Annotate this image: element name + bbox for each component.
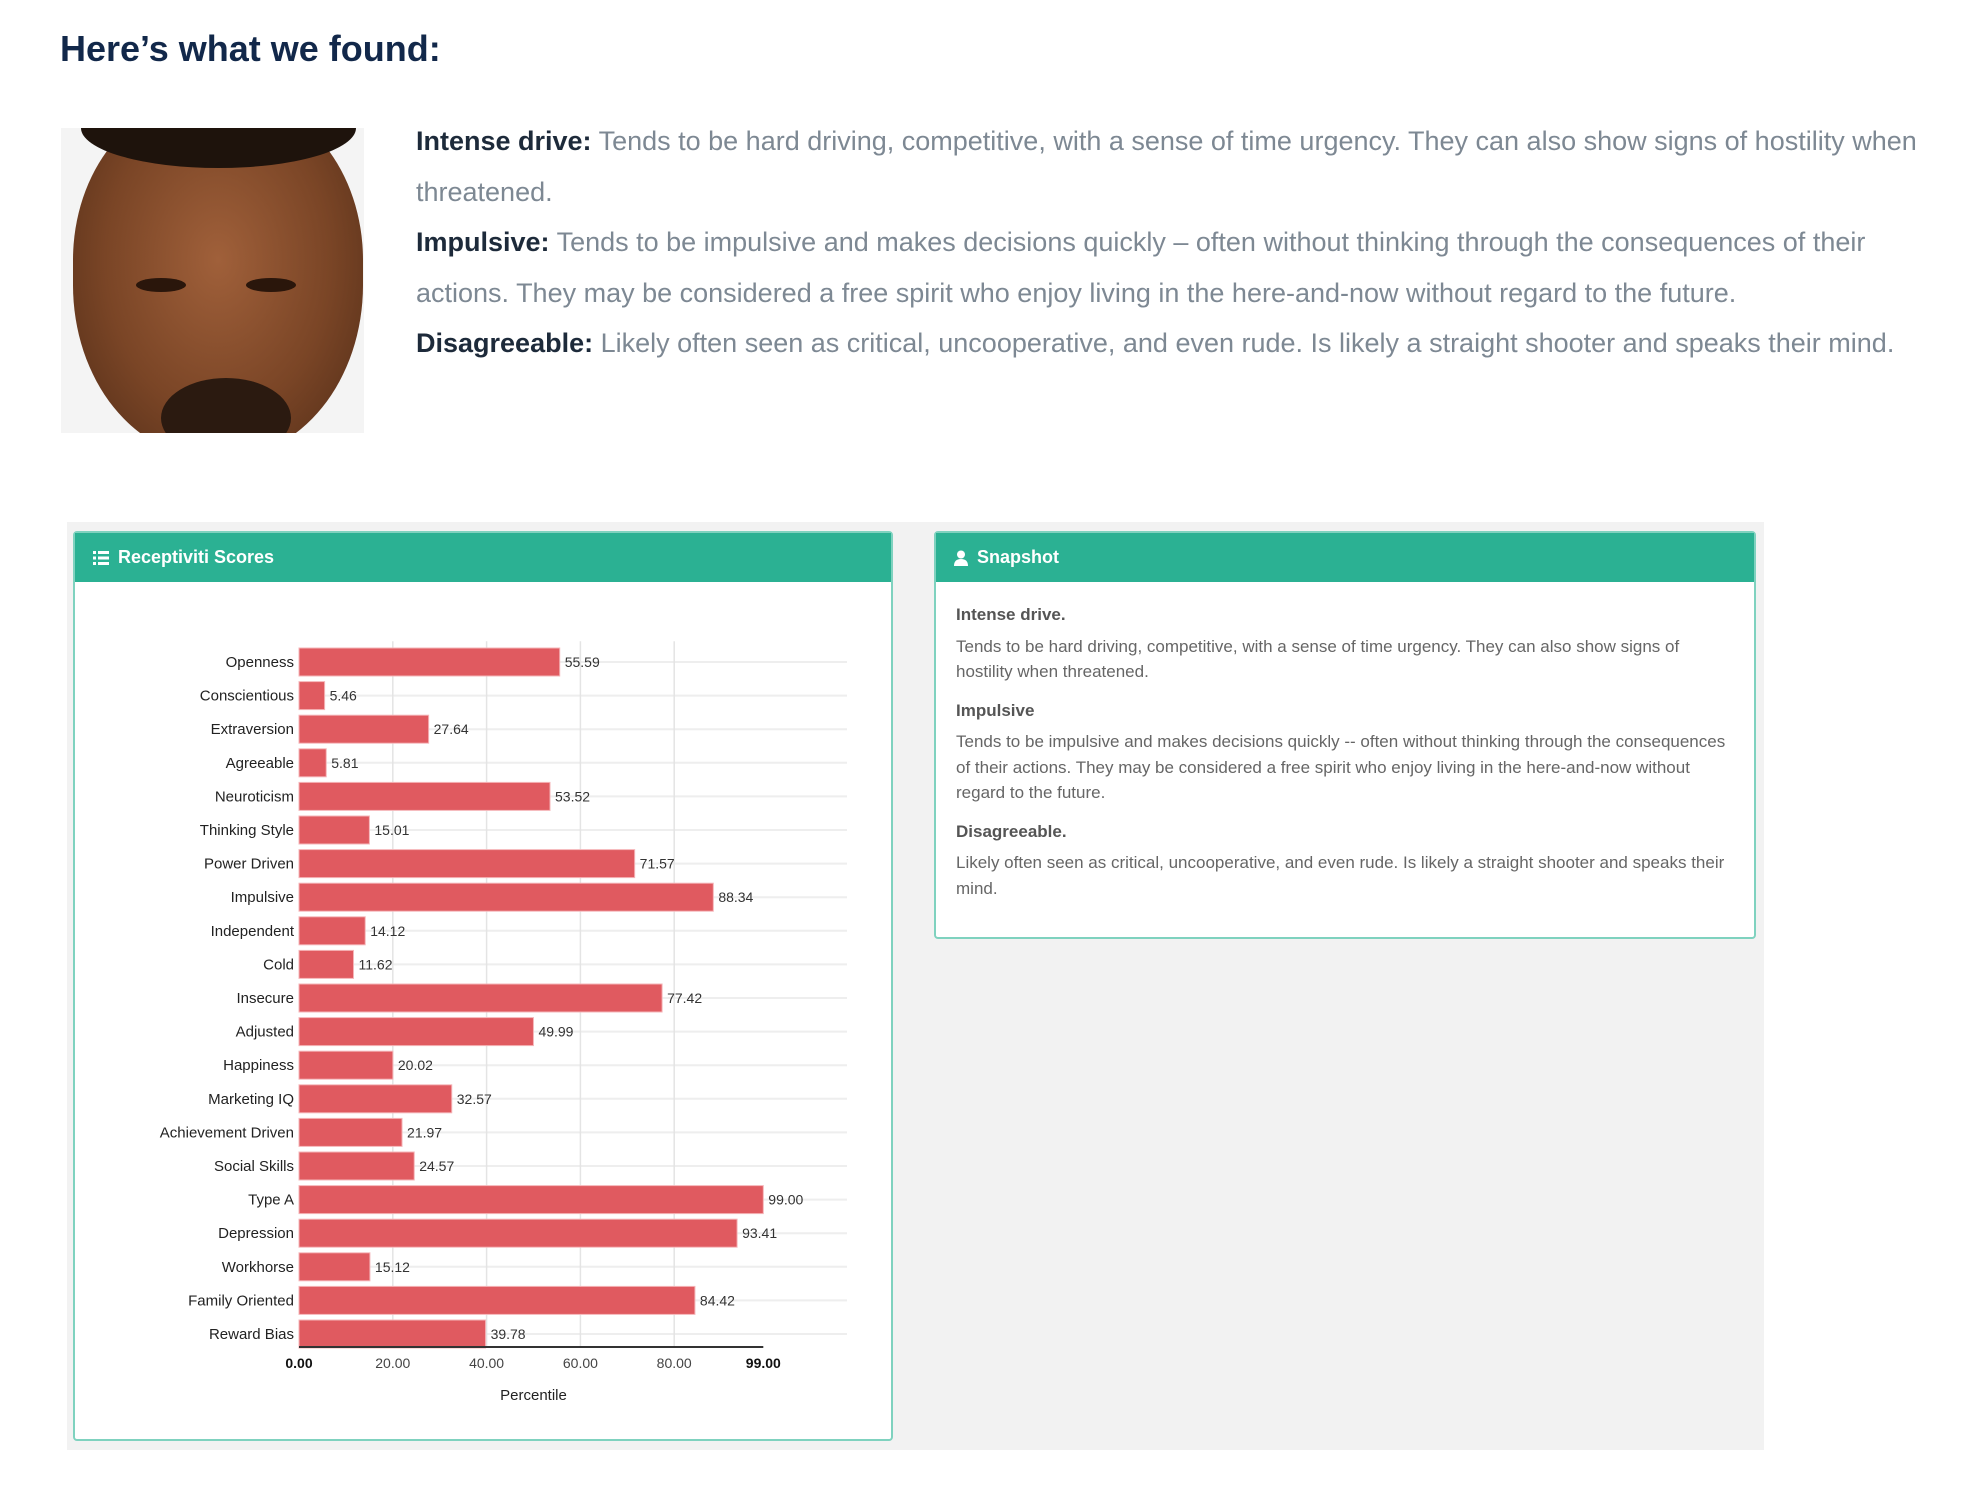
category-label: Cold: [263, 956, 294, 973]
category-label: Marketing IQ: [208, 1091, 294, 1108]
value-label: 88.34: [718, 889, 753, 905]
bar: [298, 681, 326, 711]
bar: [298, 1117, 403, 1147]
x-tick-label: 60.00: [563, 1355, 598, 1371]
finding-disagreeable: Disagreeable: Likely often seen as criti…: [416, 318, 1956, 369]
finding-text: Tends to be hard driving, competitive, w…: [416, 126, 1917, 207]
category-label: Workhorse: [222, 1259, 294, 1276]
bar: [298, 949, 354, 979]
category-label: Thinking Style: [200, 822, 294, 839]
finding-title: Intense drive:: [416, 126, 592, 156]
category-label: Power Driven: [204, 856, 294, 873]
value-label: 20.02: [398, 1057, 433, 1073]
value-label: 14.12: [370, 923, 405, 939]
bar: [298, 983, 663, 1013]
snapshot-item-title: Disagreeable.: [956, 821, 1067, 841]
value-label: 99.00: [768, 1192, 803, 1208]
bar: [298, 714, 430, 744]
snapshot-item-title: Impulsive: [956, 700, 1035, 720]
value-label: 32.57: [457, 1091, 492, 1107]
value-label: 77.42: [667, 990, 702, 1006]
x-axis-label: Percentile: [500, 1387, 567, 1404]
bar: [298, 1252, 371, 1282]
bar: [298, 647, 561, 677]
panel-header: Snapshot: [936, 533, 1754, 582]
category-label: Conscientious: [200, 688, 294, 705]
snapshot-item-text: Tends to be hard driving, competitive, w…: [956, 636, 1680, 682]
value-label: 15.12: [375, 1259, 410, 1275]
snapshot-content: Intense drive. Tends to be hard driving,…: [936, 582, 1754, 901]
value-label: 39.78: [491, 1326, 526, 1342]
x-tick-label: 20.00: [375, 1355, 410, 1371]
finding-title: Impulsive:: [416, 227, 550, 258]
bar: [298, 916, 366, 946]
bar: [298, 781, 551, 811]
bar: [298, 849, 636, 879]
category-label: Independent: [211, 923, 295, 940]
value-label: 71.57: [640, 856, 675, 872]
bar: [298, 1050, 394, 1080]
finding-text: Likely often seen as critical, uncoopera…: [600, 328, 1895, 359]
bar: [298, 748, 327, 778]
user-icon: [954, 550, 968, 566]
snapshot-item-text: Likely often seen as critical, uncoopera…: [956, 853, 1725, 898]
x-tick-label: 80.00: [657, 1355, 692, 1371]
panel-header: Receptiviti Scores: [75, 533, 891, 582]
panel-title: Receptiviti Scores: [118, 547, 275, 567]
finding-title: Disagreeable:: [416, 328, 594, 359]
finding-text: Tends to be impulsive and makes decision…: [416, 227, 1866, 308]
page-heading: Here’s what we found:: [60, 28, 441, 69]
category-label: Neuroticism: [215, 788, 294, 805]
category-label: Happiness: [223, 1057, 294, 1074]
value-label: 5.46: [330, 688, 357, 704]
bar: [298, 1285, 696, 1315]
value-label: 24.57: [419, 1158, 454, 1174]
category-label: Social Skills: [214, 1158, 294, 1175]
profile-photo: [61, 128, 364, 433]
snapshot-item-text: Tends to be impulsive and makes decision…: [956, 732, 1726, 802]
category-label: Depression: [218, 1225, 294, 1242]
bar: [298, 1151, 415, 1181]
bar: [298, 1084, 453, 1114]
value-label: 21.97: [407, 1124, 442, 1140]
category-label: Type A: [248, 1192, 294, 1209]
finding-impulsive: Impulsive: Tends to be impulsive and mak…: [416, 217, 1956, 318]
x-tick-label: 40.00: [469, 1355, 504, 1371]
value-label: 11.62: [358, 956, 392, 972]
category-label: Reward Bias: [209, 1326, 294, 1343]
bar: [298, 1218, 738, 1248]
snapshot-item-title: Intense drive.: [956, 605, 1066, 624]
value-label: 55.59: [565, 654, 600, 670]
x-tick-label: 99.00: [746, 1355, 781, 1371]
category-label: Achievement Driven: [160, 1124, 294, 1141]
scores-bar-chart: 0.00 20.00 40.00 60.00 80.00 99.00 Openness 55.…: [160, 641, 847, 1404]
panel-title: Snapshot: [977, 547, 1060, 567]
category-label: Openness: [226, 654, 294, 671]
bar: [298, 815, 370, 845]
value-label: 53.52: [555, 788, 590, 804]
findings-description: Intense drive: Tends to be hard driving,…: [416, 116, 1956, 369]
bar: [298, 1185, 764, 1215]
category-label: Adjusted: [236, 1024, 294, 1041]
value-label: 93.41: [742, 1225, 777, 1241]
category-label: Extraversion: [211, 721, 294, 738]
category-label: Impulsive: [231, 889, 294, 906]
bar: [298, 1017, 534, 1047]
bar: [298, 882, 714, 912]
value-label: 84.42: [700, 1292, 735, 1308]
finding-intense-drive: Intense drive: Tends to be hard driving,…: [416, 116, 1956, 217]
category-label: Insecure: [236, 990, 294, 1007]
bar: [298, 1319, 487, 1349]
value-label: 15.01: [374, 822, 409, 838]
value-label: 27.64: [434, 721, 469, 737]
category-label: Family Oriented: [188, 1292, 294, 1309]
category-label: Agreeable: [226, 755, 294, 772]
value-label: 49.99: [538, 1024, 573, 1040]
list-icon: [93, 550, 109, 565]
snapshot-panel: Snapshot Intense drive. Tends to be hard…: [934, 531, 1756, 939]
x-tick-label: 0.00: [285, 1355, 312, 1371]
value-label: 5.81: [331, 755, 358, 771]
receptiviti-scores-panel: Receptiviti Scores 0.00 20.00 40.00 60.00 80…: [73, 531, 893, 1441]
